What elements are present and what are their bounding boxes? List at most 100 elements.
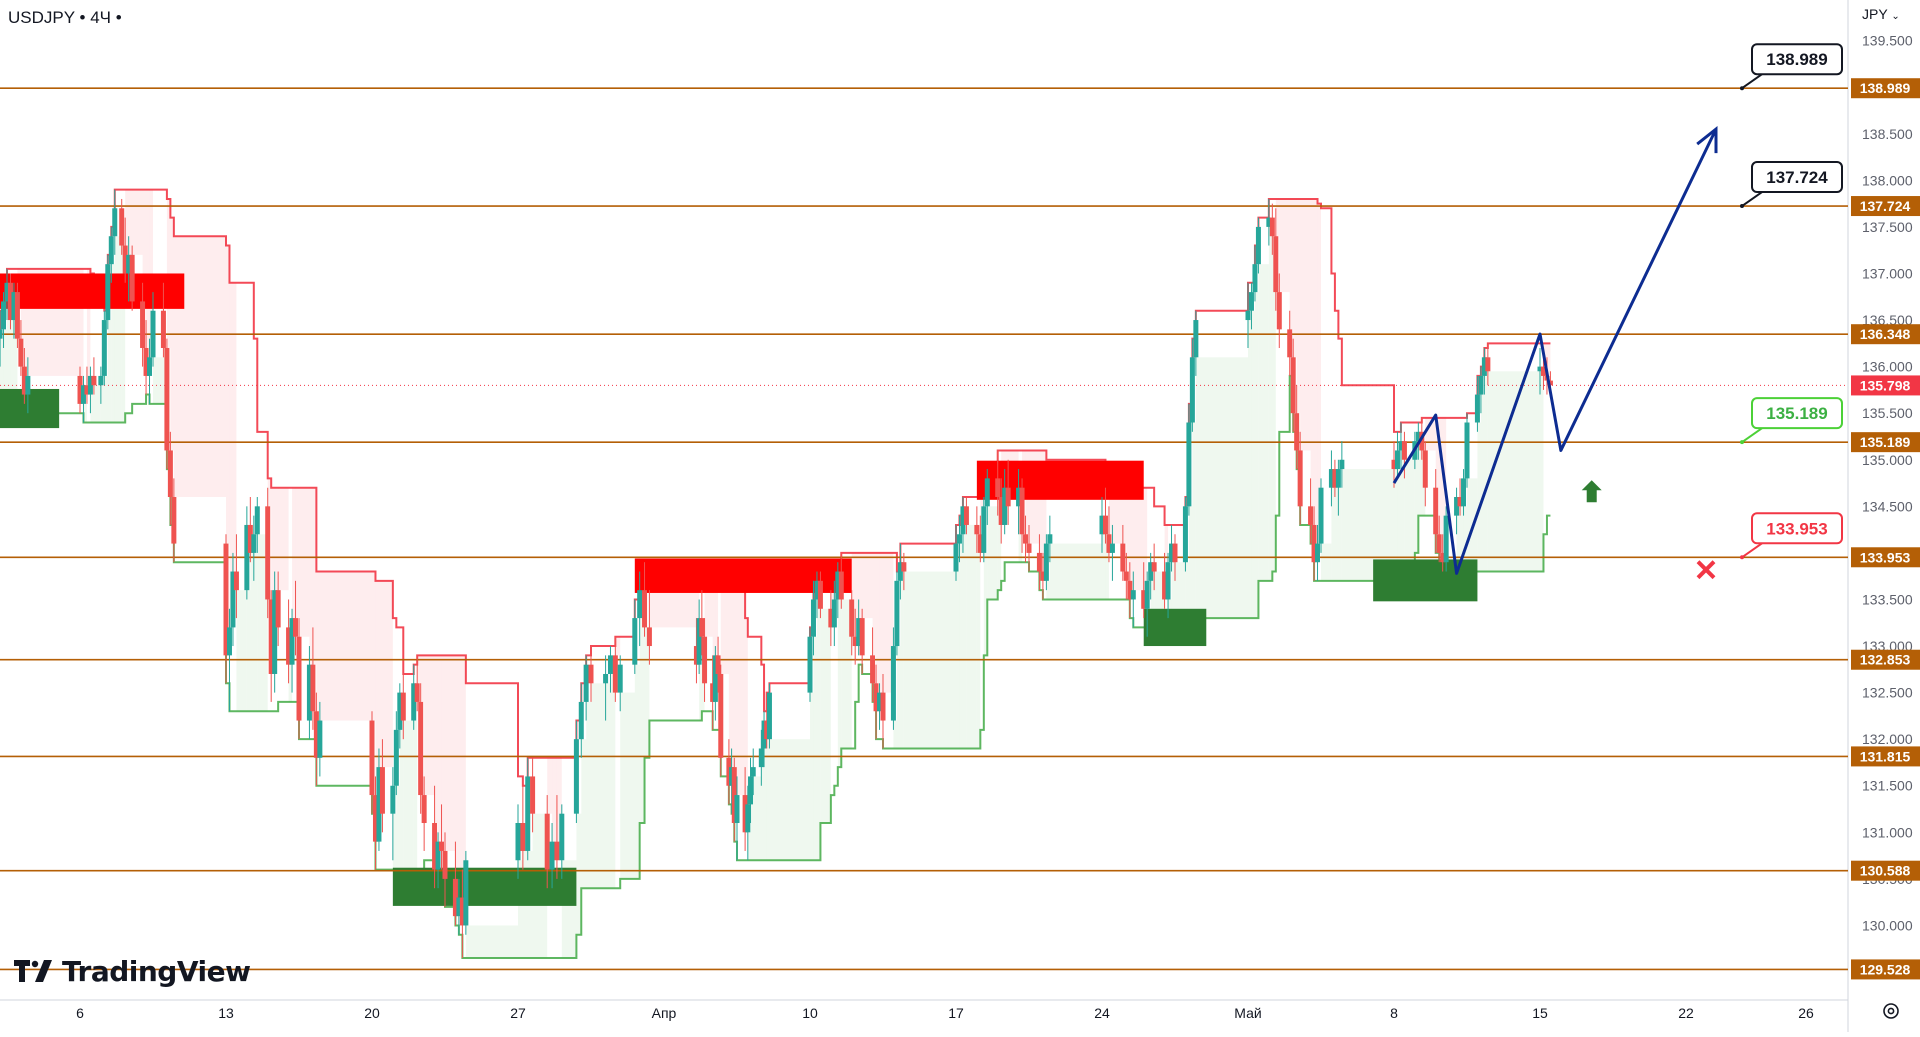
candle-body [15, 292, 20, 339]
candle-body [589, 665, 594, 684]
candle [981, 497, 986, 562]
candle-body [520, 823, 525, 851]
candle-body [1103, 516, 1108, 535]
candle [418, 683, 423, 813]
level-axis-tag-text: 131.815 [1860, 748, 1911, 764]
candle-body [702, 637, 707, 684]
price-tick-label: 132.500 [1862, 685, 1913, 701]
support-fill [838, 599, 841, 767]
candle-body [265, 506, 270, 599]
currency-label: JPY [1862, 6, 1887, 22]
candle-body [832, 599, 837, 627]
demand-zone [1144, 609, 1207, 646]
resistance-fill [275, 488, 278, 590]
support-fill [813, 637, 816, 861]
support-fill [977, 534, 980, 748]
support-fill [1338, 488, 1341, 581]
currency-selector[interactable]: JPY ⌄ [1862, 6, 1900, 22]
price-callout: 135.189 [1740, 398, 1842, 444]
candle [15, 283, 20, 348]
resistance-fill [455, 655, 458, 879]
resistance-fill [435, 655, 438, 823]
time-tick-label: 15 [1532, 1005, 1548, 1021]
level-axis-tag: 138.989 [1851, 78, 1920, 98]
support-fill [247, 590, 250, 711]
level-axis-tag: 133.953 [1851, 547, 1920, 567]
candle-body [1270, 218, 1275, 237]
candle-body [881, 693, 886, 721]
candle-body [751, 767, 756, 776]
level-axis-tag-text: 132.853 [1860, 652, 1911, 668]
candle-body [613, 655, 618, 692]
candle-body [227, 627, 232, 655]
settings-gear-icon[interactable] [1880, 1000, 1902, 1022]
candle-body [1336, 469, 1341, 488]
candle-body [1256, 227, 1261, 264]
support-fill [115, 236, 122, 422]
support-fill [90, 395, 93, 423]
resistance-fill [732, 590, 735, 767]
support-fill [101, 385, 104, 422]
candle-body [974, 525, 979, 534]
candle-body [981, 506, 986, 553]
candle [767, 683, 772, 748]
candle-body [608, 655, 613, 674]
resistance-fill [132, 190, 142, 255]
candle-body [1402, 441, 1407, 460]
candle-body [109, 236, 114, 264]
title-separator: • [80, 8, 86, 27]
resistance-fill [309, 488, 312, 665]
candle-body [119, 208, 124, 245]
resistance-fill [379, 581, 382, 767]
support-fill [576, 814, 581, 935]
resistance-fill [1126, 488, 1129, 572]
resistance-fill [1297, 199, 1300, 413]
supply-zone [0, 273, 184, 308]
candle-body [1478, 376, 1483, 395]
support-fill [987, 506, 997, 599]
callout-pointer [1742, 428, 1762, 442]
demand-zone [0, 389, 59, 428]
candle-body [25, 376, 30, 395]
level-axis-tag-text: 138.989 [1860, 80, 1911, 96]
time-tick-label: 22 [1678, 1005, 1694, 1021]
candle-body [642, 590, 647, 627]
candle-body [1166, 562, 1171, 599]
support-fill [1102, 534, 1105, 599]
candle-body [255, 506, 260, 534]
price-tick-label: 136.000 [1862, 359, 1913, 375]
support-fill [254, 553, 257, 711]
candle-body [1475, 395, 1480, 423]
support-fill [897, 646, 900, 748]
candle [718, 665, 723, 777]
resistance-fill [438, 655, 441, 841]
support-fill [610, 674, 615, 888]
candle-body [1037, 553, 1042, 572]
candle-body [310, 665, 315, 712]
current-price-tag: 135.798 [1851, 375, 1920, 395]
resistance-fill [299, 488, 309, 637]
candle-body [1027, 544, 1032, 553]
candle-body [1319, 488, 1324, 544]
candle-body [559, 814, 564, 861]
support-fill [640, 618, 645, 823]
support-fill [236, 590, 246, 711]
support-fill [620, 693, 635, 879]
candle-body [1461, 478, 1466, 506]
price-axis[interactable]: 139.500138.500138.000137.500137.000136.5… [1851, 33, 1920, 980]
support-fill [1481, 395, 1484, 572]
resistance-fill [424, 655, 434, 795]
support-fill [1415, 460, 1418, 553]
level-axis-tag: 137.724 [1851, 196, 1920, 216]
resistance-fill [375, 581, 378, 795]
candle-body [1465, 423, 1470, 479]
candle-body [1249, 292, 1254, 311]
candle-body [954, 544, 959, 572]
price-tick-label: 138.000 [1862, 172, 1913, 188]
supply-zone [977, 461, 1144, 500]
symbol-title[interactable]: USDJPY • 4Ч • [8, 8, 122, 28]
candle-body [1308, 506, 1313, 525]
